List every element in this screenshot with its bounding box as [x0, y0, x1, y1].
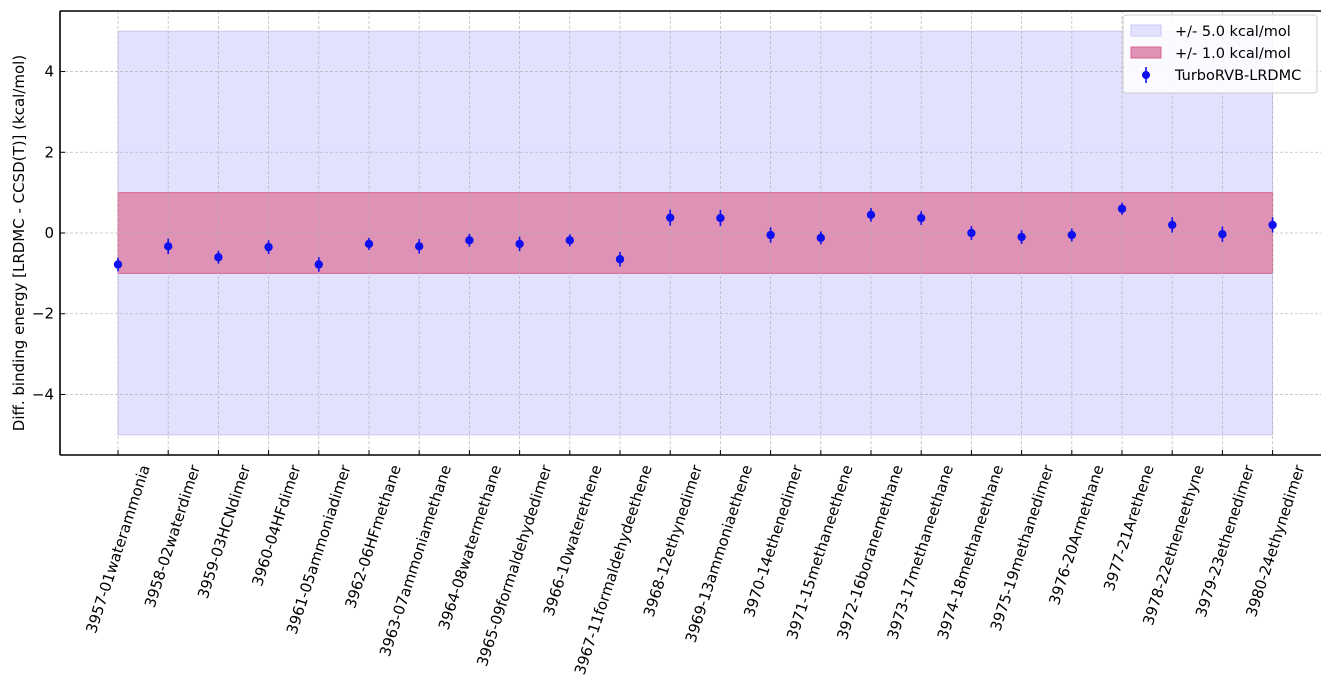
data-marker [1168, 220, 1177, 230]
data-point [615, 251, 625, 267]
legend-box [1122, 14, 1318, 94]
data-marker [314, 260, 323, 269]
grid-layer [60, 11, 1321, 455]
data-marker [1268, 220, 1277, 230]
data-marker [1218, 230, 1227, 239]
data-marker [1017, 232, 1026, 242]
data-marker [615, 255, 625, 264]
data-point [214, 250, 223, 264]
data-point [666, 209, 675, 226]
x-tick-label: 3977-21Arethene [1100, 463, 1158, 593]
data-point [164, 238, 173, 254]
x-tick-label: 3958-02waterdimer [141, 462, 204, 610]
data-points-layer [113, 202, 1277, 272]
data-point [264, 240, 273, 254]
data-point [1168, 217, 1177, 233]
y-tick-label: 0 [44, 224, 54, 242]
data-marker [264, 242, 273, 252]
data-point [415, 239, 424, 254]
legend-label: TurboRVB-LRDMC [1174, 68, 1301, 84]
data-marker [364, 239, 374, 249]
legend-label: +/- 1.0 kcal/mol [1175, 46, 1291, 62]
y-tick-label: −2 [32, 305, 54, 323]
data-point [1117, 202, 1127, 215]
data-point [816, 231, 825, 245]
data-marker [666, 213, 675, 222]
data-marker [816, 233, 825, 243]
y-axis-label: Diff. binding energy [LRDMC - CCSD(T)] (… [10, 55, 28, 431]
x-tick-label: 3962-06HFmethane [341, 463, 404, 611]
legend-label: +/- 5.0 kcal/mol [1175, 24, 1291, 40]
data-point [565, 234, 574, 247]
data-point [967, 226, 976, 240]
legend: +/- 5.0 kcal/mol +/- 1.0 kcal/mol TurboRVB… [1122, 14, 1318, 94]
data-point [465, 233, 474, 247]
data-marker [515, 239, 524, 249]
legend-swatch [1130, 46, 1162, 59]
data-marker [716, 213, 725, 223]
data-point [364, 237, 374, 250]
data-marker [1117, 204, 1127, 213]
data-marker [866, 210, 876, 220]
data-marker [164, 242, 173, 251]
x-tick-label: 3959-03HCNdimer [194, 462, 254, 601]
data-marker [465, 236, 474, 245]
data-marker [1067, 230, 1077, 240]
data-point [515, 236, 524, 252]
y-tick-label: 4 [44, 63, 54, 81]
data-point [314, 257, 323, 272]
data-point [1017, 230, 1026, 244]
x-tick-label: 3976-20Armethane [1045, 463, 1107, 607]
legend-swatch [1130, 24, 1162, 37]
y-tick-label: 2 [44, 143, 54, 161]
y-tick-label: −4 [32, 385, 54, 403]
x-tick-label: 3960-04HFdimer [248, 462, 304, 588]
data-point [716, 209, 725, 227]
data-marker [967, 228, 976, 238]
data-marker [565, 236, 574, 245]
data-marker [113, 260, 123, 269]
legend-marker-icon [1142, 71, 1150, 79]
data-point [766, 227, 775, 243]
data-marker [415, 242, 424, 251]
data-point [866, 207, 876, 222]
x-tick-label: 3957-01waterammonia [82, 463, 153, 636]
data-point [1268, 217, 1277, 233]
data-marker [214, 253, 223, 262]
data-point [1218, 226, 1227, 242]
data-point [1067, 228, 1077, 242]
data-marker [766, 230, 775, 240]
data-point [917, 211, 926, 225]
data-marker [917, 213, 926, 223]
data-point [113, 257, 123, 272]
